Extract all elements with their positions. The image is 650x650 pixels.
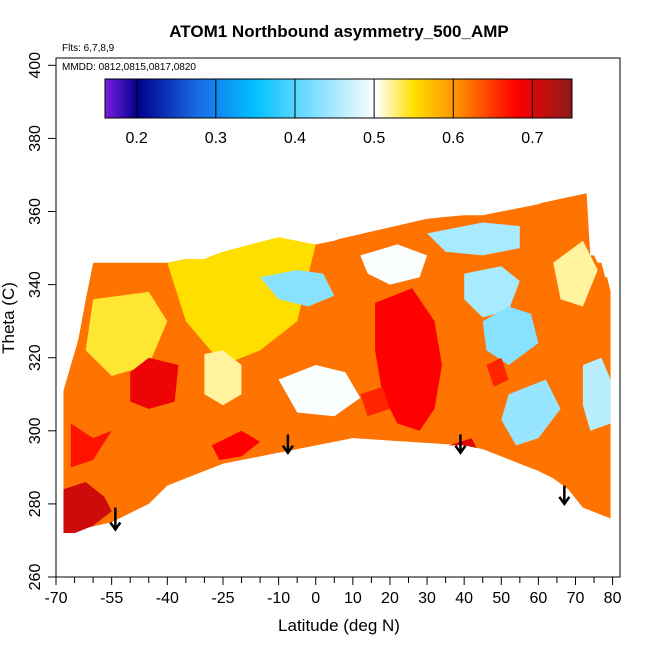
colorbar-tick-label: 0.6 xyxy=(442,130,464,147)
heatmap-region xyxy=(204,350,242,406)
heatmap xyxy=(63,193,611,534)
heatmap-region xyxy=(211,430,261,460)
heatmap-region xyxy=(553,240,598,307)
x-tick-label: 30 xyxy=(418,590,436,607)
heatmap-region xyxy=(70,423,112,468)
y-tick-label: 320 xyxy=(27,344,44,371)
y-tick-label: 280 xyxy=(27,490,44,517)
x-tick-label: 40 xyxy=(455,590,473,607)
y-tick-label: 340 xyxy=(27,271,44,298)
arrow-marker xyxy=(281,434,294,455)
heatmap-region xyxy=(360,244,428,285)
heatmap-region xyxy=(260,270,335,307)
arrow-marker xyxy=(454,434,467,455)
heatmap-region xyxy=(85,291,168,376)
x-tick-label: 80 xyxy=(604,590,622,607)
colorbar-tick-label: 0.4 xyxy=(284,130,306,147)
dates-label: MMDD: 0812,0815,0817,0820 xyxy=(62,62,196,73)
x-tick-label: -55 xyxy=(100,590,123,607)
y-axis-label: Theta (C) xyxy=(0,282,18,354)
x-axis: -70 -55 -40 -25 -10 0 10 20 30 40 50 60 70 80 xyxy=(44,577,622,607)
heatmap-region xyxy=(167,237,316,365)
y-tick-label: 380 xyxy=(27,125,44,152)
flights-label: Flts: 6,7,8,9 xyxy=(62,43,115,54)
colorbar-tick-label: 0.5 xyxy=(363,130,385,147)
colorbar-tick-label: 0.2 xyxy=(126,130,148,147)
plot-frame xyxy=(55,57,621,578)
arrow-marker xyxy=(558,485,571,507)
colorbar-tick-label: 0.3 xyxy=(205,130,227,147)
x-tick-label: -25 xyxy=(211,590,234,607)
heatmap-region xyxy=(486,357,509,387)
heatmap-region xyxy=(63,482,112,534)
heatmap-region xyxy=(464,266,520,318)
x-tick-label: 0 xyxy=(311,590,320,607)
y-tick-label: 400 xyxy=(27,52,44,79)
x-tick-label: -40 xyxy=(156,590,179,607)
heatmap-region xyxy=(130,357,179,409)
x-tick-label: 20 xyxy=(381,590,399,607)
arrows xyxy=(109,434,571,532)
x-tick-label: 70 xyxy=(567,590,585,607)
x-tick-label: 10 xyxy=(344,590,362,607)
chart-title: ATOM1 Northbound asymmetry_500_AMP xyxy=(169,22,508,41)
y-tick-label: 300 xyxy=(27,417,44,444)
x-tick-label: -10 xyxy=(267,590,290,607)
heatmap-region xyxy=(360,386,390,417)
y-tick-label: 360 xyxy=(27,198,44,225)
heatmap-region xyxy=(582,357,611,431)
heatmap-region xyxy=(278,365,361,417)
colorbar xyxy=(104,78,573,119)
y-tick-label: 260 xyxy=(27,564,44,591)
x-axis-label: Latitude (deg N) xyxy=(278,616,400,635)
x-tick-label: 50 xyxy=(492,590,510,607)
y-axis: 260 280 300 320 340 360 380 400 xyxy=(27,52,56,590)
heatmap-region xyxy=(501,379,561,446)
colorbar-tick-label: 0.7 xyxy=(521,130,543,147)
x-tick-label: 60 xyxy=(529,590,547,607)
heatmap-region xyxy=(482,306,539,365)
arrow-marker xyxy=(109,507,122,532)
colorbar-ticks: 0.2 0.3 0.4 0.5 0.6 0.7 xyxy=(126,79,544,147)
x-tick-label: -70 xyxy=(44,590,67,607)
heatmap-region xyxy=(427,222,520,256)
heatmap-region xyxy=(375,288,442,431)
